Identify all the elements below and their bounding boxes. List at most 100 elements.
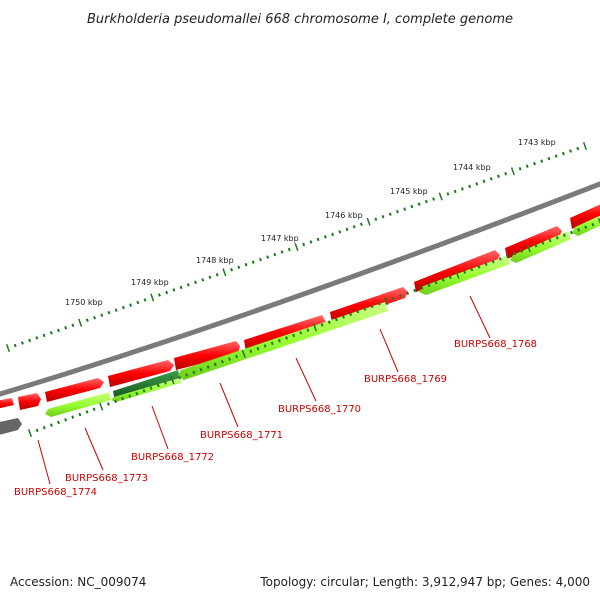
minor-tick bbox=[280, 250, 284, 254]
minor-tick bbox=[287, 247, 291, 252]
minor-tick bbox=[251, 260, 255, 264]
minor-tick bbox=[446, 192, 450, 196]
minor-tick bbox=[497, 174, 500, 179]
minor-tick bbox=[244, 262, 248, 267]
gray-feature[interactable] bbox=[0, 418, 22, 436]
minor-tick bbox=[285, 336, 288, 340]
cds-feature[interactable] bbox=[111, 378, 181, 402]
cds-feature[interactable] bbox=[570, 200, 600, 229]
minor-tick bbox=[381, 214, 385, 219]
major-tick bbox=[597, 217, 600, 225]
minor-tick bbox=[584, 225, 588, 230]
minor-tick bbox=[377, 302, 381, 306]
gene-label[interactable]: BURPS668_1772 bbox=[131, 452, 214, 463]
gene-label[interactable]: BURPS668_1773 bbox=[65, 473, 148, 484]
minor-tick bbox=[230, 267, 234, 272]
cds-feature[interactable] bbox=[174, 341, 240, 370]
minor-tick bbox=[165, 290, 169, 295]
minor-tick bbox=[186, 283, 190, 287]
major-tick bbox=[241, 349, 246, 358]
minor-tick bbox=[453, 189, 457, 194]
gene-label[interactable]: BURPS668_1769 bbox=[364, 374, 447, 385]
cds-feature-highlight[interactable] bbox=[113, 370, 180, 397]
kbp-label: 1747 kbp bbox=[261, 234, 299, 243]
minor-tick bbox=[121, 396, 125, 401]
cds-feature[interactable] bbox=[178, 302, 388, 380]
minor-tick bbox=[64, 326, 68, 330]
minor-tick bbox=[136, 300, 140, 305]
minor-tick bbox=[417, 202, 421, 206]
minor-tick bbox=[201, 278, 205, 282]
minor-tick bbox=[396, 209, 399, 214]
minor-tick bbox=[424, 199, 428, 204]
major-tick bbox=[438, 192, 443, 201]
minor-tick bbox=[35, 336, 39, 340]
cds-feature[interactable] bbox=[108, 360, 174, 387]
minor-tick bbox=[263, 344, 267, 348]
minor-tick bbox=[525, 164, 529, 168]
backbone-ring bbox=[0, 181, 600, 397]
minor-tick bbox=[460, 187, 464, 191]
accession-text: Accession: NC_009074 bbox=[10, 575, 146, 589]
minor-tick bbox=[570, 230, 573, 235]
minor-tick bbox=[591, 222, 595, 227]
minor-tick bbox=[548, 238, 552, 243]
major-tick bbox=[78, 318, 83, 327]
cds-feature[interactable] bbox=[0, 398, 14, 410]
gene-label[interactable]: BURPS668_1771 bbox=[200, 430, 283, 441]
minor-tick bbox=[107, 310, 111, 315]
minor-tick bbox=[331, 232, 335, 237]
minor-tick bbox=[156, 383, 160, 388]
minor-tick bbox=[299, 331, 303, 335]
gene-labels: BURPS668_1768 BURPS668_1769 BURPS668_177… bbox=[14, 339, 537, 498]
minor-tick bbox=[359, 222, 363, 227]
minor-tick bbox=[569, 149, 573, 153]
minor-tick bbox=[320, 323, 324, 327]
major-tick bbox=[510, 167, 515, 176]
minor-tick bbox=[540, 159, 544, 163]
cds-feature[interactable] bbox=[505, 226, 562, 259]
minor-tick bbox=[403, 207, 407, 211]
minor-tick bbox=[100, 313, 104, 317]
minor-tick bbox=[518, 166, 522, 171]
minor-tick bbox=[413, 288, 417, 293]
gene-label[interactable]: BURPS668_1770 bbox=[278, 404, 361, 415]
kbp-label: 1749 kbp bbox=[131, 278, 169, 287]
major-tick bbox=[582, 141, 588, 151]
reverse-strand bbox=[45, 215, 600, 417]
minor-tick bbox=[463, 270, 467, 274]
cds-feature[interactable] bbox=[45, 378, 104, 402]
minor-tick bbox=[213, 362, 217, 367]
major-tick bbox=[5, 343, 11, 353]
minor-tick bbox=[327, 320, 331, 324]
minor-tick bbox=[71, 415, 75, 419]
minor-tick bbox=[135, 391, 139, 396]
cds-feature[interactable] bbox=[419, 256, 510, 295]
minor-tick bbox=[71, 323, 75, 328]
minor-tick bbox=[235, 354, 239, 359]
minor-tick bbox=[338, 230, 342, 234]
kbp-label: 1744 kbp bbox=[453, 163, 491, 172]
major-tick bbox=[312, 323, 318, 332]
cds-feature[interactable] bbox=[45, 392, 111, 417]
minor-tick bbox=[468, 184, 472, 189]
minor-tick bbox=[441, 278, 445, 282]
minor-tick bbox=[513, 251, 516, 256]
cds-feature[interactable] bbox=[510, 231, 571, 263]
minor-tick bbox=[533, 161, 536, 166]
kbp-label: 1745 kbp bbox=[390, 187, 428, 196]
minor-tick bbox=[163, 381, 167, 385]
minor-tick bbox=[129, 303, 133, 307]
minor-tick bbox=[206, 365, 210, 369]
minor-tick bbox=[28, 338, 32, 343]
minor-tick bbox=[266, 255, 270, 259]
cds-feature[interactable] bbox=[18, 393, 41, 410]
gene-label[interactable]: BURPS668_1774 bbox=[14, 487, 97, 498]
minor-tick bbox=[306, 328, 310, 332]
gene-label[interactable]: BURPS668_1768 bbox=[454, 339, 537, 350]
minor-tick bbox=[363, 307, 367, 311]
minor-tick bbox=[482, 179, 486, 184]
minor-tick bbox=[78, 412, 82, 417]
kbp-label: 1750 kbp bbox=[65, 298, 103, 307]
